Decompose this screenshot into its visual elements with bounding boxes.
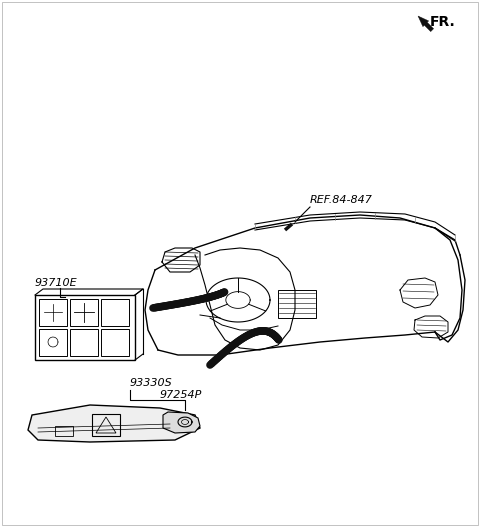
Bar (39, 299, 67, 326)
Polygon shape (28, 405, 200, 442)
Bar (39, 329, 67, 356)
Bar (70, 329, 98, 356)
Polygon shape (418, 16, 433, 32)
Bar (92, 414, 120, 436)
Bar (278, 290, 316, 318)
Bar (101, 299, 129, 326)
Text: 93330S: 93330S (130, 378, 173, 388)
Bar (35, 295, 135, 360)
Text: 93710E: 93710E (35, 278, 78, 288)
Text: REF.84-847: REF.84-847 (310, 195, 373, 205)
Bar (55, 426, 73, 436)
Polygon shape (163, 412, 200, 433)
Text: 97254P: 97254P (160, 390, 203, 400)
Bar (101, 329, 129, 356)
Text: FR.: FR. (430, 15, 456, 29)
Bar (70, 299, 98, 326)
